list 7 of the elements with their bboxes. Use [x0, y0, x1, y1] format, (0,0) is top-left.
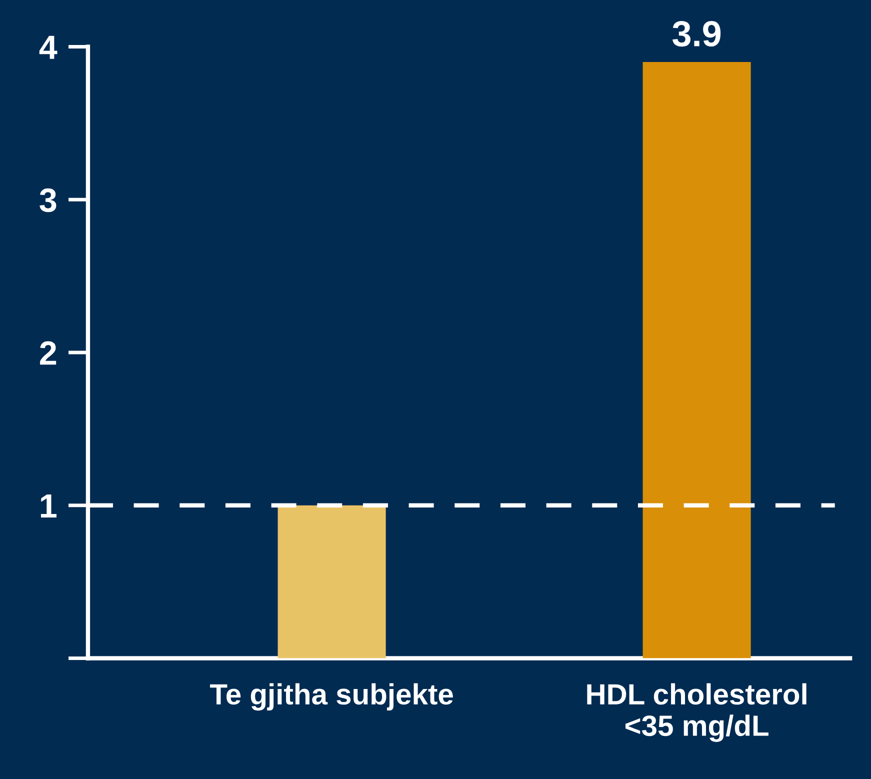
y-tick-label: 2: [40, 341, 56, 365]
x-tick-label: HDL cholesterol <35 mg/dL: [587, 683, 806, 742]
data-label: 3.9: [672, 20, 721, 47]
y-tick-label: 3: [40, 188, 56, 212]
y-tick-label: 4: [39, 36, 58, 59]
x-tick-label: Te gjitha subjekte: [210, 683, 453, 711]
y-tick-label: 1: [40, 494, 56, 518]
